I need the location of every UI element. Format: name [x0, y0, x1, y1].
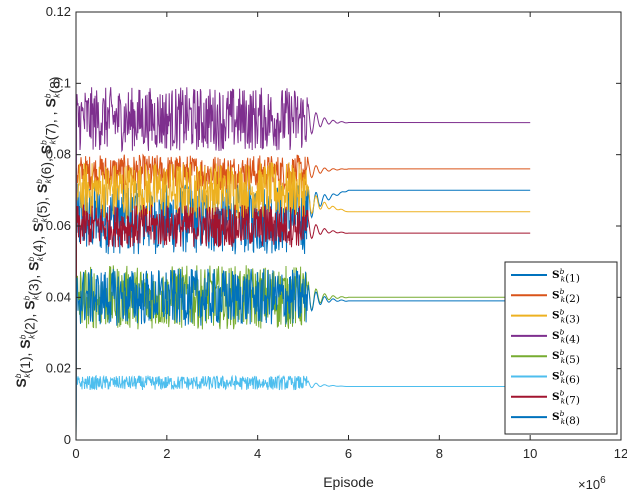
y-tick-label: 0.02 — [46, 361, 71, 376]
axes-layer: 0 2 4 6 8 10 12 0 0.02 0.04 0.06 0.08 0.1 0.12 — [46, 4, 627, 461]
y-tick-label: 0.08 — [46, 147, 71, 162]
x-tick-label: 0 — [72, 446, 79, 461]
y-tick-label: 0 — [64, 432, 71, 447]
legend-entry-4: Sb k(4) — [552, 328, 580, 346]
series-line-3 — [75, 161, 531, 441]
x-tick-label: 12 — [614, 446, 627, 461]
series-line-8 — [75, 268, 531, 441]
legend-entry-6: Sb k(6) — [552, 368, 580, 386]
legend-entry-2: Sb k(2) — [552, 287, 580, 305]
series-line-4 — [75, 87, 531, 441]
x-tick-label: 6 — [345, 446, 352, 461]
y-tick-label: 0.06 — [46, 218, 71, 233]
series-line-6 — [75, 374, 531, 441]
series-line-7 — [75, 204, 531, 441]
legend-entry-5: Sb k(5) — [552, 348, 580, 366]
y-tick-label: 0.12 — [46, 4, 71, 19]
legend-box — [504, 261, 618, 435]
series-layer — [75, 87, 531, 441]
y-axis-label: Sbk(1), Sbk(2), Sbk(3), Sbk(4), Sbk(5), … — [13, 76, 63, 387]
y-tick-label: 0.04 — [46, 289, 71, 304]
x-axis-multiplier: ×106 — [578, 475, 606, 492]
legend-entry-3: Sb k(3) — [552, 307, 580, 325]
x-tick-label: 4 — [254, 446, 261, 461]
x-tick-label: 10 — [523, 446, 537, 461]
legend-entry-8: Sb k(8) — [552, 409, 580, 427]
legend-entry-1: Sb k(1) — [552, 267, 580, 285]
x-tick-label: 8 — [436, 446, 443, 461]
x-axis-label: Episode — [323, 474, 374, 490]
y-tick-label: 0.1 — [53, 75, 71, 90]
x-tick-label: 2 — [163, 446, 170, 461]
legend: Sb k(1) Sb k(2) Sb k(3) Sb k(4) Sb k(5) Sb k(6) Sb k(… — [504, 261, 618, 435]
legend-entry-7: Sb k(7) — [552, 389, 580, 407]
